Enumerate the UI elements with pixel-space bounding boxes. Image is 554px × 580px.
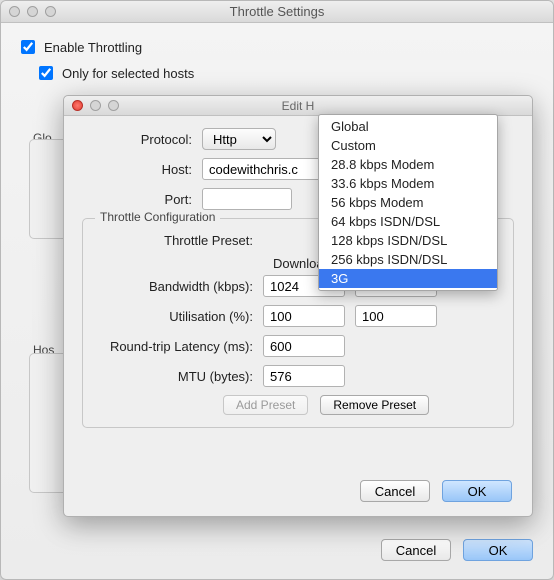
ok-button[interactable]: OK: [463, 539, 533, 561]
edit-host-sheet: Edit H Protocol: Http Host: Port:: [63, 95, 533, 517]
zoom-icon[interactable]: [108, 100, 119, 111]
utilisation-download-input[interactable]: [263, 305, 345, 327]
window-content: Enable Throttling Only for selected host…: [1, 23, 553, 103]
port-input[interactable]: [202, 188, 292, 210]
latency-input[interactable]: [263, 335, 345, 357]
window-title: Throttle Settings: [1, 4, 553, 19]
close-icon[interactable]: [9, 6, 20, 17]
throttle-settings-window: Throttle Settings Enable Throttling Only…: [0, 0, 554, 580]
add-preset-button[interactable]: Add Preset: [223, 395, 308, 415]
preset-option[interactable]: 56 kbps Modem: [319, 193, 497, 212]
preset-option[interactable]: 33.6 kbps Modem: [319, 174, 497, 193]
enable-throttling-row: Enable Throttling: [17, 37, 537, 57]
bandwidth-label: Bandwidth (kbps):: [93, 279, 263, 294]
minimize-icon[interactable]: [90, 100, 101, 111]
throttle-config-legend: Throttle Configuration: [95, 210, 220, 224]
utilisation-row: Utilisation (%):: [93, 305, 503, 327]
sheet-title: Edit H: [64, 99, 532, 113]
latency-label: Round-trip Latency (ms):: [93, 339, 263, 354]
preset-option[interactable]: Custom: [319, 136, 497, 155]
sheet-footer-buttons: Cancel OK: [360, 480, 512, 502]
only-hosts-row: Only for selected hosts: [35, 63, 537, 83]
port-label: Port:: [82, 192, 202, 207]
preset-option[interactable]: 256 kbps ISDN/DSL: [319, 250, 497, 269]
preset-option[interactable]: Global: [319, 117, 497, 136]
zoom-icon[interactable]: [45, 6, 56, 17]
protocol-label: Protocol:: [82, 132, 202, 147]
sheet-cancel-button[interactable]: Cancel: [360, 480, 430, 502]
mtu-input[interactable]: [263, 365, 345, 387]
cancel-button[interactable]: Cancel: [381, 539, 451, 561]
preset-option[interactable]: 28.8 kbps Modem: [319, 155, 497, 174]
mtu-row: MTU (bytes):: [93, 365, 503, 387]
remove-preset-button[interactable]: Remove Preset: [320, 395, 429, 415]
preset-label: Throttle Preset:: [93, 233, 263, 248]
sheet-ok-button[interactable]: OK: [442, 480, 512, 502]
protocol-combo[interactable]: Http: [202, 128, 276, 150]
protocol-select[interactable]: Http: [202, 128, 276, 150]
utilisation-label: Utilisation (%):: [93, 309, 263, 324]
latency-row: Round-trip Latency (ms):: [93, 335, 503, 357]
host-label: Host:: [82, 162, 202, 177]
enable-throttling-label: Enable Throttling: [44, 40, 142, 55]
mtu-label: MTU (bytes):: [93, 369, 263, 384]
minimize-icon[interactable]: [27, 6, 38, 17]
sheet-titlebar: Edit H: [64, 96, 532, 116]
window-titlebar: Throttle Settings: [1, 1, 553, 23]
preset-option[interactable]: 3G: [319, 269, 497, 288]
only-hosts-checkbox[interactable]: [39, 66, 53, 80]
preset-option[interactable]: 128 kbps ISDN/DSL: [319, 231, 497, 250]
preset-dropdown[interactable]: GlobalCustom28.8 kbps Modem33.6 kbps Mod…: [318, 114, 498, 291]
preset-buttons: Add Preset Remove Preset: [223, 395, 503, 415]
sheet-traffic-lights: [64, 100, 119, 111]
only-hosts-label: Only for selected hosts: [62, 66, 194, 81]
enable-throttling-checkbox[interactable]: [21, 40, 35, 54]
utilisation-upload-input[interactable]: [355, 305, 437, 327]
preset-option[interactable]: 64 kbps ISDN/DSL: [319, 212, 497, 231]
window-footer-buttons: Cancel OK: [381, 539, 533, 561]
traffic-lights: [1, 6, 56, 17]
close-icon[interactable]: [72, 100, 83, 111]
